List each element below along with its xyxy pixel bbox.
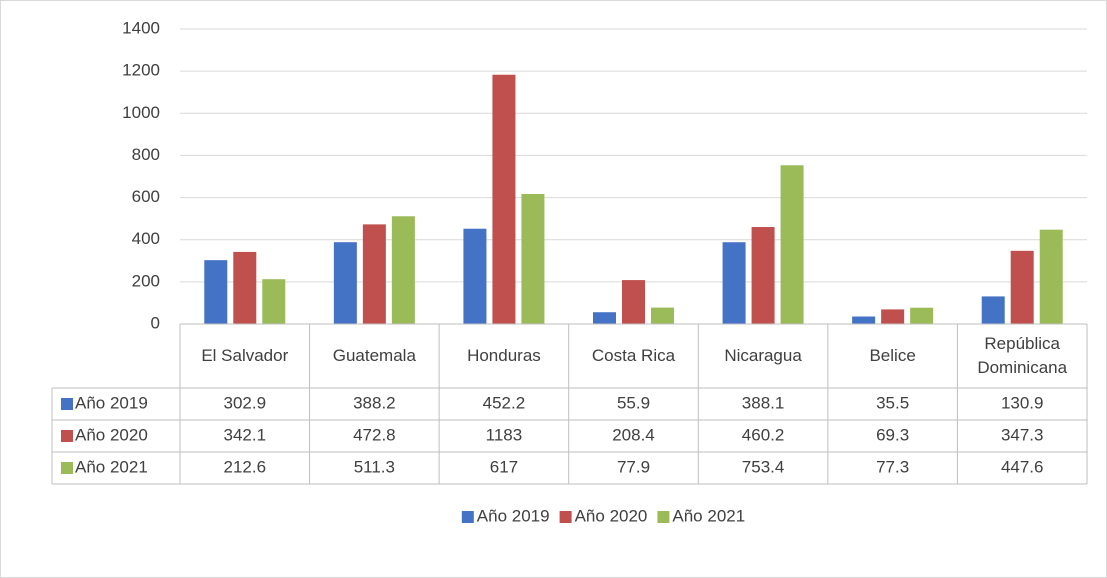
bar [881, 309, 905, 324]
legend-key [559, 511, 572, 523]
category-cell: Costa Rica [591, 346, 676, 365]
table-value: 388.2 [353, 393, 396, 412]
category-cell: El Salvador [201, 346, 289, 365]
bar [463, 228, 487, 324]
category-cell: República Dominicana [977, 334, 1068, 377]
bar [333, 242, 357, 324]
bar [1010, 250, 1034, 324]
table-value: 472.8 [353, 425, 396, 444]
row-label: Año 2021 [75, 457, 148, 476]
bar [233, 251, 257, 324]
legend-label: Año 2019 [477, 506, 550, 525]
legend-label: Año 2020 [575, 506, 648, 525]
legend-key [461, 511, 474, 523]
y-tick-label: 800 [132, 145, 160, 164]
bar [622, 280, 645, 324]
table-value: 511.3 [354, 457, 395, 476]
x-tick-label: El Salvador [201, 346, 289, 365]
bar [1039, 229, 1063, 324]
legend-key [61, 430, 73, 442]
category-cell: Guatemala [332, 346, 416, 365]
bar [852, 316, 876, 324]
bar [981, 296, 1005, 324]
y-tick-label: 400 [132, 229, 160, 248]
table-value: 753.4 [742, 457, 785, 476]
bar [780, 165, 804, 324]
bar [751, 227, 775, 324]
y-tick-label: 0 [151, 313, 160, 332]
table-value: 447.6 [1001, 457, 1044, 476]
table-value: 208.4 [612, 425, 655, 444]
table-value: 347.3 [1001, 425, 1044, 444]
y-tick-label: 600 [132, 187, 160, 206]
legend-key [61, 462, 73, 474]
table-value: 302.9 [224, 393, 267, 412]
bar [362, 224, 386, 324]
bar [492, 74, 516, 324]
table-value: 617 [490, 457, 518, 476]
y-tick-label: 1200 [122, 61, 160, 80]
bar [651, 307, 674, 324]
y-tick-label: 1400 [122, 18, 160, 37]
category-cell: Belice [869, 346, 916, 365]
table-value: 130.9 [1001, 393, 1044, 412]
row-label: Año 2019 [75, 393, 148, 412]
bar [391, 216, 415, 324]
table-value: 212.6 [224, 457, 267, 476]
table-value: 460.2 [742, 425, 785, 444]
table-value: 452.2 [483, 393, 526, 412]
bar [593, 312, 616, 324]
row-label: Año 2020 [75, 425, 148, 444]
x-tick-label: Belice [869, 346, 916, 365]
table-value: 1183 [486, 425, 523, 444]
table-value: 35.5 [876, 393, 909, 412]
category-cell: Honduras [467, 346, 541, 365]
legend-key [657, 511, 670, 523]
table-value: 388.1 [742, 393, 785, 412]
table-value: 77.9 [617, 457, 650, 476]
x-tick-label: Honduras [467, 346, 541, 365]
x-tick-label: Nicaragua [724, 346, 802, 365]
x-tick-label: Costa Rica [591, 346, 676, 365]
table-value: 342.1 [224, 425, 267, 444]
table-value: 55.9 [617, 393, 650, 412]
x-tick-label: República Dominicana [977, 334, 1068, 377]
x-tick-label: Guatemala [332, 346, 416, 365]
table-value: 69.3 [876, 425, 909, 444]
table-value: 77.3 [876, 457, 909, 476]
bar [910, 307, 934, 324]
bar [722, 242, 746, 324]
legend-key [61, 398, 73, 410]
y-tick-label: 1000 [122, 103, 160, 122]
bar [204, 260, 228, 324]
category-cell: Nicaragua [724, 346, 802, 365]
legend-label: Año 2021 [672, 506, 745, 525]
y-tick-label: 200 [132, 271, 160, 290]
bar [262, 279, 286, 324]
bar [521, 193, 545, 324]
